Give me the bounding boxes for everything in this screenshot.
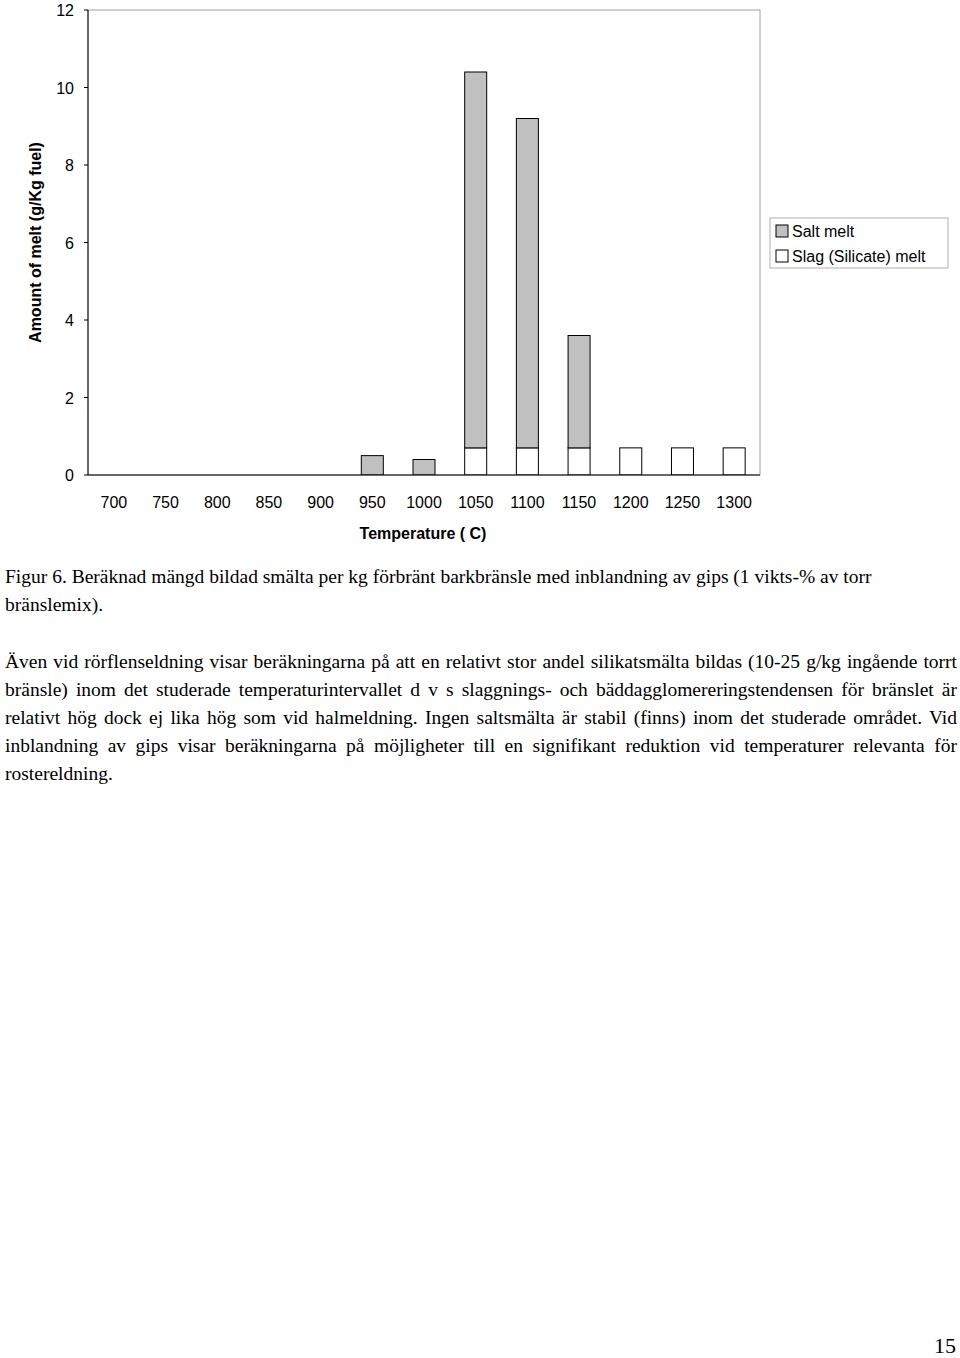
body-text: Även vid rörflenseldning visar beräkning… (5, 648, 957, 788)
x-tick-label: 850 (256, 494, 283, 511)
y-tick-label: 10 (56, 80, 74, 97)
bar (723, 448, 745, 475)
x-tick-label: 1100 (510, 494, 545, 511)
x-tick-label: 750 (152, 494, 179, 511)
x-tick-label: 1050 (458, 494, 494, 511)
x-tick-label: 950 (359, 494, 386, 511)
y-tick (84, 320, 88, 321)
bar (413, 460, 435, 476)
legend-label: Slag (Silicate) melt (792, 248, 926, 265)
chart: 0 2 4 6 8 10 12 700 750 800 850 900 950 1000 1050 1100 1… (0, 0, 960, 560)
x-tick-label: 800 (204, 494, 231, 511)
y-tick-label: 2 (65, 390, 74, 407)
bar (361, 456, 383, 475)
y-tick (84, 397, 88, 398)
y-tick-label: 4 (65, 312, 74, 329)
x-axis (88, 475, 760, 476)
x-tick-label: 700 (100, 494, 127, 511)
x-tick-label: 1300 (716, 494, 752, 511)
y-tick (84, 10, 88, 11)
legend-label: Salt melt (792, 223, 855, 240)
bar (568, 336, 590, 448)
caption: Figur 6. Beräknad mängd bildad smälta pe… (5, 563, 957, 619)
x-axis-title: Temperature ( C) (360, 525, 487, 542)
legend-swatch (776, 225, 788, 237)
legend-box (770, 218, 948, 268)
x-tick-label: 900 (307, 494, 334, 511)
bar (568, 448, 590, 475)
x-tick-label: 1000 (406, 494, 442, 511)
bars (361, 72, 745, 475)
y-tick-label: 12 (56, 2, 74, 19)
bar (620, 448, 642, 475)
legend: Salt melt Slag (Silicate) melt (770, 218, 948, 268)
y-tick-label: 8 (65, 157, 74, 174)
bar (671, 447, 693, 448)
x-tick-label: 1250 (665, 494, 701, 511)
bar (723, 447, 745, 448)
bar (465, 448, 487, 475)
y-tick-label: 0 (65, 467, 74, 484)
x-tick-label: 1200 (613, 494, 649, 511)
x-tick-label: 1150 (562, 494, 597, 511)
y-axis-title: Amount of melt (g/Kg fuel) (27, 142, 44, 343)
y-tick (84, 165, 88, 166)
plot-frame (88, 10, 760, 475)
legend-swatch (776, 250, 788, 262)
bar (671, 448, 693, 475)
bar (620, 447, 642, 448)
page-number: 15 (934, 1333, 956, 1358)
y-tick (84, 242, 88, 243)
bar (465, 72, 487, 448)
bar (516, 119, 538, 448)
y-tick (84, 87, 88, 88)
y-tick-label: 6 (65, 235, 74, 252)
bar (516, 448, 538, 475)
y-tick (84, 475, 88, 476)
